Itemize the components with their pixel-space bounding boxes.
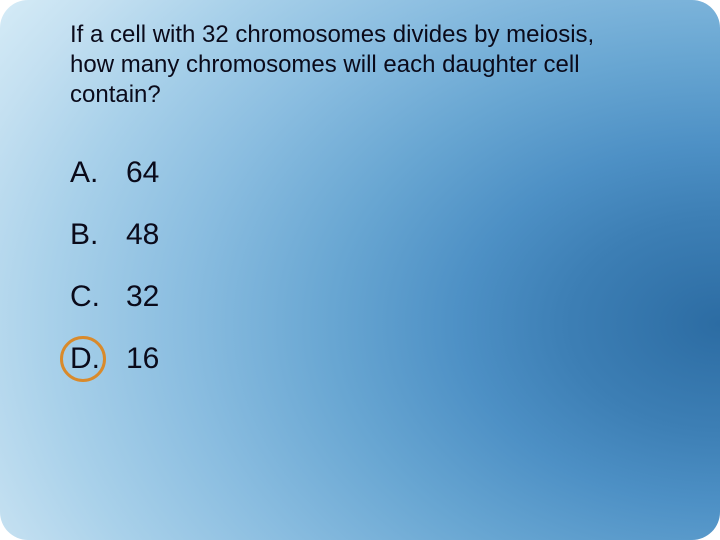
option-letter: C. [70,280,126,314]
option-b: B. 48 [70,218,660,252]
option-letter: A. [70,156,126,190]
option-value: 16 [126,342,159,376]
option-letter: B. [70,218,126,252]
option-value: 64 [126,156,159,190]
slide: If a cell with 32 chromosomes divides by… [0,0,720,540]
option-d: D. 16 [70,342,660,376]
option-c: C. 32 [70,280,660,314]
option-value: 32 [126,280,159,314]
options-list: A. 64 B. 48 C. 32 D. 16 [70,156,660,376]
slide-content: If a cell with 32 chromosomes divides by… [70,20,660,404]
option-letter: D. [70,342,126,376]
option-a: A. 64 [70,156,660,190]
option-value: 48 [126,218,159,252]
question-text: If a cell with 32 chromosomes divides by… [70,20,630,110]
